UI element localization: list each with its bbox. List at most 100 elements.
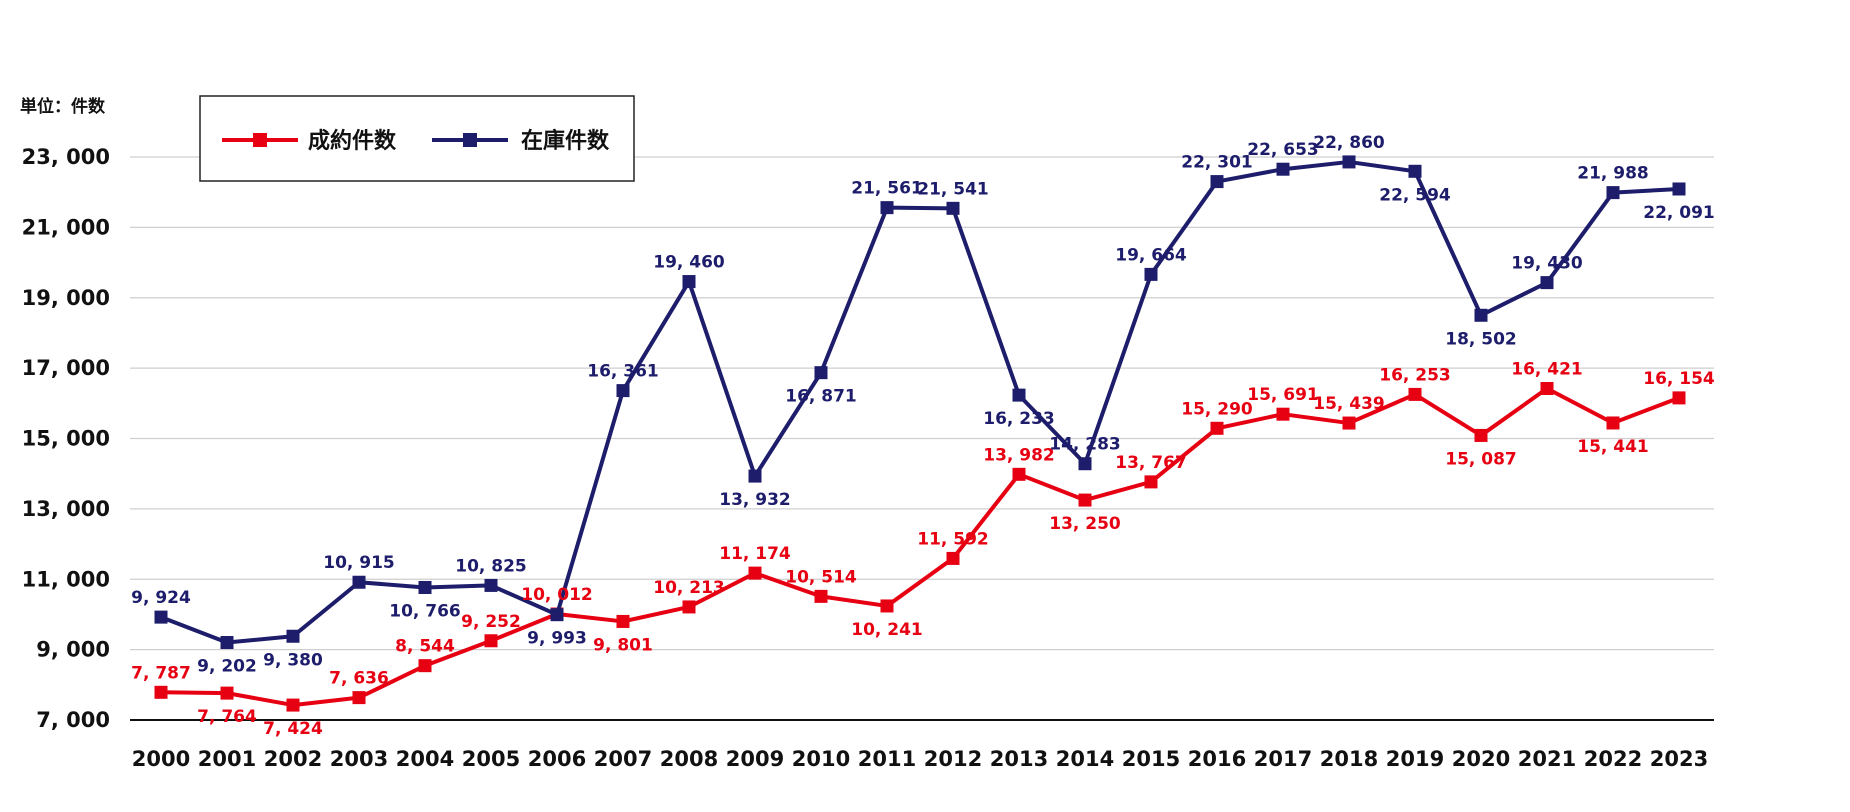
- x-tick-label: 2021: [1518, 747, 1576, 771]
- data-label-1: 21, 541: [917, 179, 989, 199]
- y-tick-label: 15, 000: [22, 427, 110, 451]
- data-label-1: 16, 361: [587, 362, 659, 382]
- x-tick-label: 2018: [1320, 747, 1378, 771]
- data-label-0: 13, 250: [1049, 514, 1121, 534]
- x-tick-label: 2012: [924, 747, 982, 771]
- data-label-0: 9, 252: [461, 612, 521, 632]
- data-point-0: [748, 566, 762, 580]
- x-tick-label: 2008: [660, 747, 718, 771]
- data-label-1: 9, 993: [527, 629, 587, 649]
- data-point-1: [814, 366, 828, 380]
- data-label-0: 16, 421: [1511, 359, 1583, 379]
- data-point-0: [484, 634, 498, 648]
- data-label-1: 10, 766: [389, 601, 461, 621]
- data-point-1: [220, 636, 234, 650]
- data-label-1: 22, 594: [1379, 185, 1451, 205]
- data-label-1: 10, 915: [323, 553, 395, 573]
- legend-label-contract: 成約件数: [308, 128, 397, 154]
- data-label-1: 18, 502: [1445, 329, 1517, 349]
- data-point-1: [1540, 276, 1554, 290]
- data-label-1: 22, 301: [1181, 153, 1253, 173]
- data-point-0: [1606, 416, 1620, 430]
- data-point-0: [418, 659, 432, 673]
- y-tick-label: 21, 000: [22, 215, 110, 239]
- data-label-0: 15, 441: [1577, 437, 1649, 457]
- x-tick-label: 2016: [1188, 747, 1246, 771]
- legend-marker-contract: [253, 133, 267, 147]
- data-point-0: [1342, 416, 1356, 430]
- data-point-1: [880, 201, 894, 215]
- data-point-0: [616, 614, 630, 628]
- y-tick-label: 17, 000: [22, 356, 110, 380]
- data-point-0: [1144, 475, 1158, 489]
- x-axis: 2000 2001 2002 2003 2004 2005 2006 2007 2008 2009…: [132, 747, 1708, 771]
- x-tick-label: 2022: [1584, 747, 1642, 771]
- y-tick-label: 13, 000: [22, 497, 110, 521]
- data-label-0: 7, 764: [197, 707, 257, 727]
- data-label-0: 13, 767: [1115, 453, 1187, 473]
- data-label-0: 16, 253: [1379, 365, 1451, 385]
- x-tick-label: 2006: [528, 747, 586, 771]
- data-point-1: [1078, 457, 1092, 471]
- data-point-1: [1276, 162, 1290, 176]
- data-label-1: 22, 091: [1643, 203, 1715, 223]
- data-label-1: 9, 924: [131, 588, 191, 608]
- data-point-1: [1474, 308, 1488, 322]
- x-tick-label: 2023: [1650, 747, 1708, 771]
- data-point-0: [1540, 381, 1554, 395]
- data-point-0: [1474, 428, 1488, 442]
- data-label-0: 15, 691: [1247, 385, 1319, 405]
- data-point-1: [1606, 186, 1620, 200]
- data-point-1: [946, 201, 960, 215]
- data-point-1: [352, 575, 366, 589]
- data-label-0: 7, 636: [329, 669, 389, 689]
- x-tick-label: 2009: [726, 747, 784, 771]
- data-label-0: 10, 012: [521, 585, 593, 605]
- data-label-1: 16, 871: [785, 387, 857, 407]
- data-point-1: [1672, 182, 1686, 196]
- data-point-0: [682, 600, 696, 614]
- data-label-1: 14, 283: [1049, 435, 1121, 455]
- data-label-0: 10, 514: [785, 567, 857, 587]
- data-label-0: 15, 290: [1181, 399, 1253, 419]
- data-point-1: [1144, 267, 1158, 281]
- y-tick-label: 9, 000: [36, 638, 110, 662]
- data-label-0: 9, 801: [593, 635, 653, 655]
- data-point-0: [154, 685, 168, 699]
- data-label-1: 13, 932: [719, 490, 791, 510]
- data-label-1: 22, 653: [1247, 140, 1319, 160]
- y-tick-label: 19, 000: [22, 286, 110, 310]
- x-tick-label: 2007: [594, 747, 652, 771]
- data-point-0: [1012, 467, 1026, 481]
- data-label-0: 11, 592: [917, 529, 989, 549]
- data-point-0: [1672, 391, 1686, 405]
- data-label-1: 10, 825: [455, 556, 527, 576]
- data-label-0: 10, 241: [851, 620, 923, 640]
- series-line-1: [160, 159, 1680, 645]
- x-tick-label: 2017: [1254, 747, 1312, 771]
- y-axis: 7, 000 9, 000 11, 000 13, 000 15, 000 17, 000…: [22, 145, 110, 732]
- data-point-1: [1012, 388, 1026, 402]
- data-point-1: [418, 580, 432, 594]
- data-point-1: [616, 384, 630, 398]
- data-label-1: 19, 430: [1511, 254, 1583, 274]
- x-tick-label: 2002: [264, 747, 322, 771]
- x-tick-label: 2014: [1056, 747, 1114, 771]
- data-label-1: 21, 988: [1577, 164, 1649, 184]
- x-tick-label: 2019: [1386, 747, 1444, 771]
- data-point-0: [286, 698, 300, 712]
- data-point-1: [484, 578, 498, 592]
- data-point-0: [1276, 407, 1290, 421]
- data-point-1: [154, 610, 168, 624]
- data-point-0: [220, 686, 234, 700]
- x-tick-label: 2020: [1452, 747, 1510, 771]
- x-tick-label: 2015: [1122, 747, 1180, 771]
- data-label-0: 15, 087: [1445, 449, 1517, 469]
- x-tick-label: 2001: [198, 747, 256, 771]
- x-tick-label: 2013: [990, 747, 1048, 771]
- data-label-0: 7, 424: [263, 719, 323, 739]
- data-label-0: 16, 154: [1643, 369, 1715, 389]
- data-label-0: 10, 213: [653, 578, 725, 598]
- x-tick-label: 2003: [330, 747, 388, 771]
